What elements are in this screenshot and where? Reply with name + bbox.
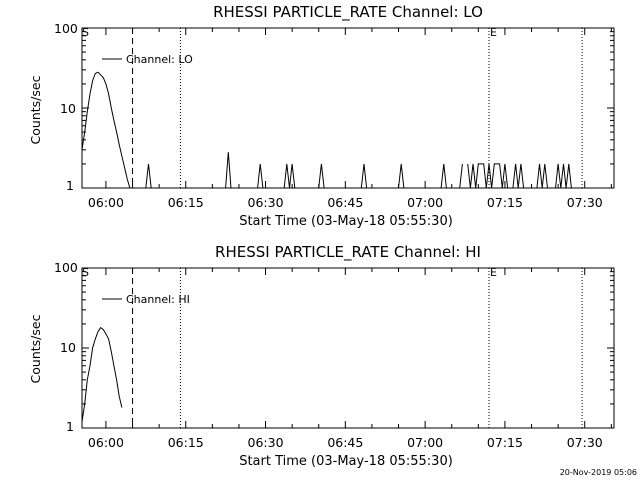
series-line-segment [398, 163, 405, 189]
generation-timestamp: 20-Nov-2019 05:06 [560, 468, 637, 477]
end-marker-label: E [490, 26, 497, 39]
series-line-segment [81, 71, 131, 189]
panel-hi: RHESSI PARTICLE_RATE Channel: HI 100 10 … [28, 243, 615, 469]
axes-frame [81, 27, 615, 189]
y-tick-label: 10 [60, 101, 76, 116]
legend-label: Channel: HI [126, 293, 190, 306]
x-tick-label: 07:00 [407, 435, 443, 450]
end-marker-label: E [490, 266, 497, 279]
series-line-segment [360, 163, 368, 189]
x-tick-labels: 06:00 06:15 06:30 06:45 07:00 07:15 07:30 [88, 195, 603, 210]
series-line-segment [283, 163, 298, 189]
series-lines [81, 326, 123, 422]
x-tick-label: 06:15 [168, 435, 204, 450]
start-marker-label: S [82, 26, 89, 39]
series-line-segment [536, 163, 548, 189]
x-axis-label: Start Time (03-May-18 05:55:30) [239, 454, 453, 469]
y-tick-label: 1 [66, 178, 74, 193]
series-line-segment [225, 152, 232, 189]
x-tick-label: 07:15 [487, 435, 523, 450]
series-line-segment [257, 163, 264, 189]
panel-lo: RHESSI PARTICLE_RATE Channel: LO 100 10 … [28, 3, 615, 229]
y-tick-label: 1 [66, 419, 74, 434]
legend-label: Channel: LO [126, 53, 193, 66]
x-tick-label: 07:00 [407, 195, 443, 210]
x-tick-label: 07:15 [487, 195, 523, 210]
x-tick-label: 06:15 [168, 195, 204, 210]
plot-frame [81, 267, 615, 429]
series-line-segment [512, 163, 527, 189]
y-tick-label: 100 [54, 260, 78, 275]
series-line-segment [467, 163, 509, 189]
time-markers [132, 28, 583, 188]
series-lines [81, 71, 575, 189]
series-line-segment [440, 163, 447, 189]
x-axis-label: Start Time (03-May-18 05:55:30) [239, 214, 453, 229]
time-markers [132, 268, 583, 428]
series-line-segment [145, 163, 152, 189]
axes-frame [81, 267, 615, 429]
x-tick-label: 06:00 [88, 195, 124, 210]
x-tick-label: 06:30 [248, 195, 284, 210]
x-tick-label: 06:30 [248, 435, 284, 450]
series-line-segment [318, 163, 325, 189]
y-axis-label: Counts/sec [28, 75, 43, 144]
series-line-segment [81, 326, 123, 422]
chart-title: RHESSI PARTICLE_RATE Channel: LO [213, 3, 483, 22]
y-tick-label: 100 [54, 21, 78, 36]
plot-frame [81, 27, 615, 189]
series-line-segment [459, 163, 463, 189]
x-tick-label: 06:45 [327, 435, 363, 450]
x-tick-labels: 06:00 06:15 06:30 06:45 07:00 07:15 07:30 [88, 435, 603, 450]
y-tick-label: 10 [60, 340, 76, 355]
chart-title: RHESSI PARTICLE_RATE Channel: HI [215, 243, 481, 262]
series-line-segment [555, 163, 575, 189]
x-tick-label: 06:00 [88, 435, 124, 450]
x-tick-label: 07:30 [567, 435, 603, 450]
start-marker-label: S [82, 266, 89, 279]
x-tick-label: 06:45 [327, 195, 363, 210]
y-axis-label: Counts/sec [28, 314, 43, 383]
x-tick-label: 07:30 [567, 195, 603, 210]
